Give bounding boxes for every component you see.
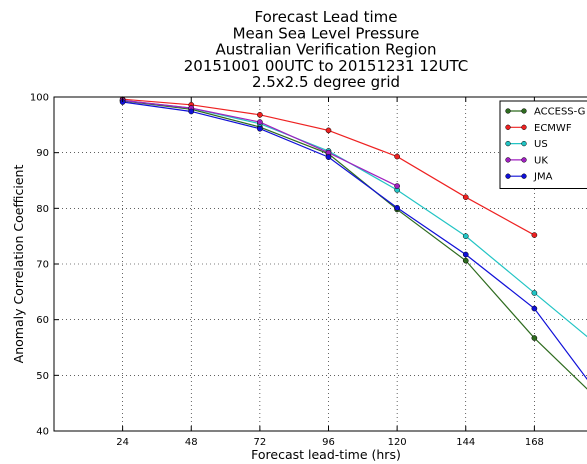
data-point [462, 257, 469, 264]
legend-box [499, 100, 587, 189]
x-axis-label: Forecast lead-time (hrs) [251, 447, 401, 462]
legend-label: ACCESS-G [534, 107, 585, 118]
y-tick-label: 90 [36, 148, 49, 159]
legend-marker [521, 173, 527, 179]
legend-marker [521, 108, 527, 114]
data-point [462, 233, 469, 240]
data-point [531, 305, 538, 312]
legend-marker [505, 108, 511, 114]
title-line: Australian Verification Region [215, 41, 436, 59]
y-tick-label: 70 [36, 260, 49, 271]
data-point [531, 290, 538, 296]
y-tick-label: 80 [36, 204, 49, 215]
series-line-jma [122, 101, 587, 380]
legend-marker [521, 140, 527, 147]
data-point [531, 335, 538, 341]
x-tick-label: 72 [254, 437, 267, 448]
title-line: 20151001 00UTC to 20151231 12UTC [184, 57, 468, 75]
legend-marker [505, 157, 511, 163]
x-tick-label: 144 [456, 437, 475, 448]
legend-label: ECMWF [534, 123, 572, 134]
data-point [325, 127, 332, 134]
data-point [188, 108, 195, 115]
title-line: 2.5x2.5 degree grid [252, 73, 400, 91]
y-tick-label: 40 [36, 427, 49, 438]
x-tick-label: 168 [525, 437, 544, 448]
y-tick-label: 100 [30, 93, 49, 104]
data-point [394, 183, 400, 189]
legend-marker [521, 124, 527, 130]
x-tick-label: 120 [388, 437, 407, 448]
data-point [394, 153, 400, 160]
x-tick-label: 48 [185, 437, 198, 448]
legend-marker [505, 173, 511, 179]
data-point [462, 251, 469, 258]
title-line: Forecast Lead time [255, 8, 398, 26]
data-point [462, 194, 469, 201]
series-lines [119, 96, 587, 390]
legend-marker [521, 157, 527, 163]
axis-ticks: 24487296120144168192405060708090100 [30, 93, 544, 449]
data-point [257, 111, 263, 118]
series-line-access-g [122, 100, 587, 390]
legend-marker [505, 140, 511, 147]
legend-label: JMA [533, 172, 553, 183]
title-line: Mean Sea Level Pressure [233, 24, 420, 42]
legend-marker [505, 124, 511, 130]
legend-label: UK [534, 155, 548, 166]
series-line-ecmwf [122, 98, 535, 236]
x-tick-label: 24 [116, 437, 129, 448]
y-tick-label: 60 [36, 315, 49, 326]
legend-label: US [534, 139, 548, 150]
data-point [257, 125, 263, 132]
y-axis-label: Anomaly Correlation Coefficient [11, 165, 26, 364]
y-tick-label: 50 [36, 371, 49, 382]
data-point [257, 119, 263, 125]
data-point [325, 154, 332, 160]
x-tick-label: 96 [322, 437, 335, 448]
data-point [394, 204, 400, 211]
data-point [531, 232, 538, 238]
legend: ACCESS-G ECMWF US UK JMA [499, 100, 587, 189]
